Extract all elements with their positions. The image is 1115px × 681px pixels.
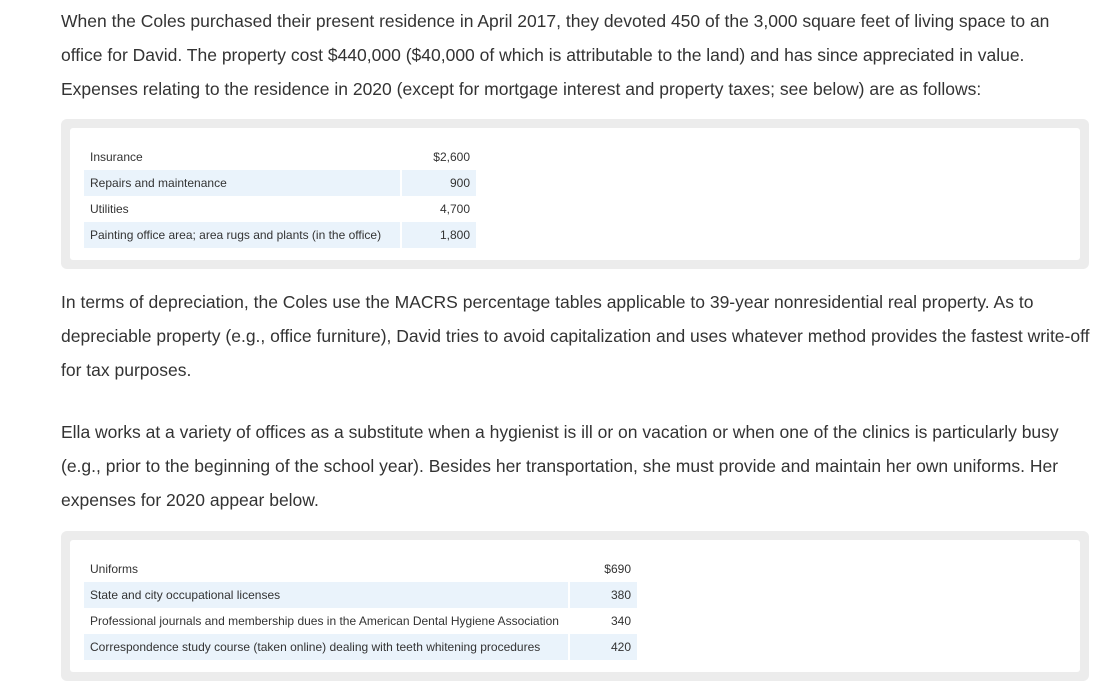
table-row: Insurance $2,600 bbox=[84, 144, 476, 170]
table-row: Repairs and maintenance 900 bbox=[84, 170, 476, 196]
expense-amount: 380 bbox=[570, 582, 637, 608]
table-row: Painting office area; area rugs and plan… bbox=[84, 222, 476, 248]
paragraph-ella-expenses: Ella works at a variety of offices as a … bbox=[61, 422, 1059, 510]
paragraph-residence-intro: When the Coles purchased their present r… bbox=[61, 11, 1050, 99]
ella-expenses-inner: Uniforms $690 State and city occupationa… bbox=[70, 540, 1080, 672]
expense-amount: 340 bbox=[610, 614, 631, 628]
table-row: Correspondence study course (taken onlin… bbox=[84, 634, 637, 660]
ella-expenses-table: Uniforms $690 State and city occupationa… bbox=[82, 556, 639, 660]
expense-amount: $690 bbox=[604, 562, 631, 576]
expense-amount: 900 bbox=[402, 170, 476, 196]
expense-amount: 420 bbox=[570, 634, 637, 660]
expense-label: State and city occupational licenses bbox=[84, 582, 568, 608]
table-row: Utilities 4,700 bbox=[84, 196, 476, 222]
expense-label: Repairs and maintenance bbox=[84, 170, 400, 196]
paragraph-depreciation: In terms of depreciation, the Coles use … bbox=[61, 292, 1090, 380]
table-row: Professional journals and membership due… bbox=[84, 608, 637, 634]
expense-label: Painting office area; area rugs and plan… bbox=[84, 222, 400, 248]
expense-amount: 4,700 bbox=[439, 202, 470, 216]
expense-amount: $2,600 bbox=[433, 150, 470, 164]
problem-content: When the Coles purchased their present r… bbox=[61, 0, 1091, 681]
expense-label: Professional journals and membership due… bbox=[90, 614, 559, 628]
residence-expenses-box: Insurance $2,600 Repairs and maintenance… bbox=[61, 119, 1089, 269]
residence-expenses-inner: Insurance $2,600 Repairs and maintenance… bbox=[70, 128, 1080, 260]
ella-expenses-box: Uniforms $690 State and city occupationa… bbox=[61, 531, 1089, 681]
table-row: Uniforms $690 bbox=[84, 556, 637, 582]
expense-label: Utilities bbox=[90, 202, 129, 216]
expense-label: Insurance bbox=[90, 150, 143, 164]
expense-label: Correspondence study course (taken onlin… bbox=[84, 634, 568, 660]
expense-amount: 1,800 bbox=[402, 222, 476, 248]
expense-label: Uniforms bbox=[90, 562, 139, 576]
residence-expenses-table: Insurance $2,600 Repairs and maintenance… bbox=[82, 144, 478, 248]
table-row: State and city occupational licenses 380 bbox=[84, 582, 637, 608]
